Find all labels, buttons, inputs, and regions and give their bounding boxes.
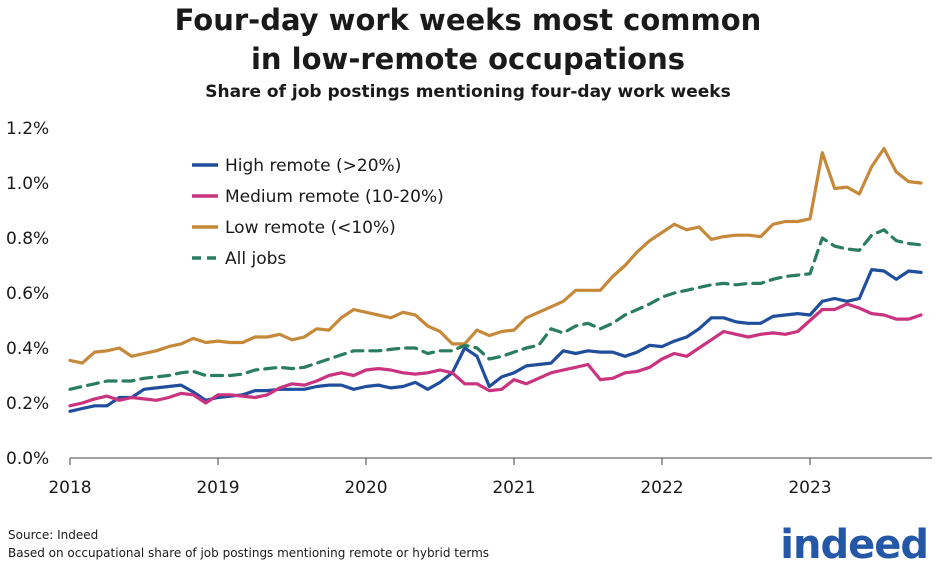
x-tick-label: 2023 (788, 478, 831, 498)
legend-label-2: Medium remote (10-20%) (225, 187, 444, 207)
series-line-4 (68, 228, 923, 391)
y-tick-label: 0.6% (6, 284, 49, 304)
legend-label-1: High remote (>20%) (225, 156, 401, 176)
y-tick-label: 1.0% (6, 174, 49, 194)
y-tick-label: 1.2% (6, 119, 49, 139)
indeed-logo: indeed (780, 522, 929, 568)
x-tick-label: 2020 (344, 478, 387, 498)
y-tick-label: 0.8% (6, 229, 49, 249)
y-tick-label: 0.0% (6, 449, 49, 469)
chart-title-line1: Four-day work weeks most common (174, 3, 762, 37)
y-tick-label: 0.2% (6, 394, 49, 414)
x-tick-label: 2018 (48, 478, 91, 498)
x-tick-label: 2019 (196, 478, 239, 498)
series-line-2 (68, 302, 923, 408)
methodology-note: Based on occupational share of job posti… (8, 546, 490, 560)
x-tick-label: 2022 (640, 478, 683, 498)
x-tick-label: 2021 (492, 478, 535, 498)
y-tick-label: 0.4% (6, 339, 49, 359)
legend-label-4: All jobs (225, 249, 286, 269)
legend-label-3: Low remote (<10%) (225, 218, 396, 238)
source-note: Source: Indeed (8, 528, 99, 542)
chart-title-line2: in low-remote occupations (250, 42, 686, 76)
series-line-3 (68, 147, 923, 365)
chart-subtitle: Share of job postings mentioning four-da… (205, 82, 731, 102)
